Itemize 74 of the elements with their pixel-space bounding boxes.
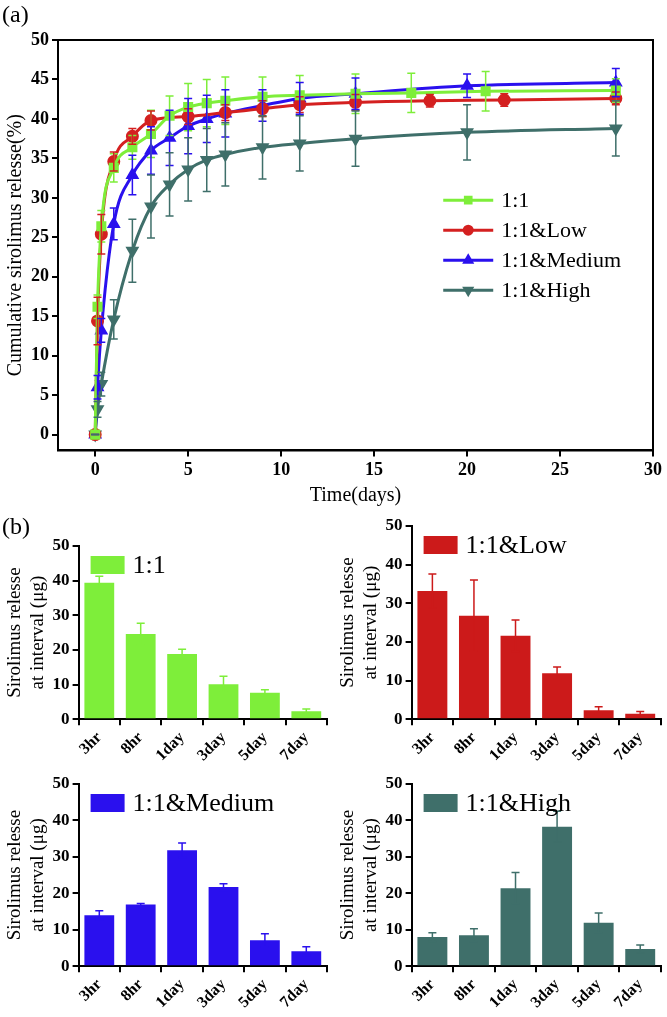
x-tick-label: 20 — [458, 458, 477, 479]
y-tick-label: 0 — [40, 423, 49, 444]
x-tick-label: 7day — [276, 727, 313, 764]
legend-label: 1:1 — [501, 186, 530, 212]
x-axis-title: Time(days) — [309, 483, 402, 507]
x-tick-label: 7day — [609, 727, 646, 764]
y-tick-label: 40 — [385, 809, 403, 829]
y-tick-label: 15 — [31, 304, 49, 325]
y-tick-label: 35 — [31, 147, 49, 168]
y-tick-label: 10 — [52, 673, 70, 693]
y-tick-label: 45 — [31, 68, 49, 89]
legend-label: 1:1&Medium — [132, 787, 275, 817]
y-tick-label: 20 — [385, 631, 403, 651]
y-tick-label: 10 — [31, 344, 49, 365]
y-tick-label: 40 — [385, 554, 403, 574]
y-tick-label: 30 — [385, 846, 403, 866]
x-tick-label: 10 — [272, 458, 291, 479]
y-tick-label: 40 — [31, 107, 49, 128]
y-tick-label: 20 — [31, 265, 49, 286]
y-tick-label: 40 — [52, 809, 70, 829]
x-tick-label: 0 — [90, 458, 100, 479]
y-tick-label: 20 — [385, 882, 403, 902]
y-tick-label: 0 — [394, 708, 403, 728]
y-tick-label: 25 — [31, 225, 49, 246]
y-tick-label: 50 — [385, 773, 403, 793]
x-tick-label: 5 — [183, 458, 193, 479]
legend-label: 1:1&Low — [465, 529, 567, 559]
x-tick-label: 7day — [276, 974, 313, 1011]
y-axis-title: Cumulative sirolimus relesse(%) — [3, 114, 27, 377]
x-tick-label: 30 — [644, 458, 662, 479]
y-tick-label: 30 — [385, 592, 403, 612]
legend-label: 1:1&High — [465, 787, 572, 817]
y-tick-label: 40 — [52, 570, 70, 590]
x-tick-label: 1day — [485, 727, 522, 764]
y-tick-label: 30 — [52, 604, 70, 624]
y-tick-label: 50 — [52, 535, 70, 555]
legend-label: 1:1&Low — [501, 216, 587, 242]
x-tick-label: 7day — [609, 974, 646, 1011]
y-tick-label: 20 — [52, 882, 70, 902]
x-tick-label: 3hr — [408, 974, 438, 1004]
y-tick-label: 50 — [31, 28, 49, 49]
y-tick-label: 30 — [31, 186, 49, 207]
y-tick-label: 50 — [385, 515, 403, 535]
x-tick-label: 8hr — [116, 974, 146, 1004]
x-tick-label: 1day — [151, 727, 188, 764]
y-tick-label: 0 — [394, 955, 403, 975]
y-tick-label: 10 — [52, 919, 70, 939]
legend-label: 1:1 — [132, 549, 166, 579]
text: (b) — [2, 513, 30, 540]
x-tick-label: 15 — [365, 458, 384, 479]
y-axis-title: Sirolimus relesse at interval (μg) — [3, 567, 49, 698]
y-tick-label: 5 — [40, 383, 49, 404]
y-tick-label: 0 — [61, 955, 70, 975]
legend-label: 1:1&Medium — [501, 246, 622, 272]
y-axis-title: Sirolimus relesse at interval (μg) — [336, 557, 382, 688]
y-tick-label: 20 — [52, 639, 70, 659]
x-tick-label: 8hr — [450, 974, 479, 1004]
x-tick-label: 25 — [551, 458, 570, 479]
x-tick-label: 3hr — [75, 727, 105, 757]
x-tick-label: 3hr — [75, 974, 105, 1004]
y-axis-title: Sirolimus relesse at interval (μg) — [3, 809, 49, 941]
x-tick-label: 1day — [485, 974, 522, 1011]
text: (a) — [2, 1, 29, 28]
y-tick-label: 10 — [385, 669, 403, 689]
legend-label: 1:1&High — [501, 276, 591, 302]
x-tick-label: 1day — [151, 974, 188, 1011]
x-tick-label: 8hr — [450, 727, 479, 757]
y-tick-label: 50 — [52, 773, 70, 793]
y-tick-label: 30 — [52, 846, 70, 866]
y-tick-label: 0 — [61, 708, 70, 728]
y-axis-title: Sirolimus relesse at interval (μg) — [336, 809, 382, 941]
y-tick-label: 10 — [385, 919, 403, 939]
x-tick-label: 3hr — [408, 727, 438, 757]
x-tick-label: 8hr — [116, 727, 146, 757]
